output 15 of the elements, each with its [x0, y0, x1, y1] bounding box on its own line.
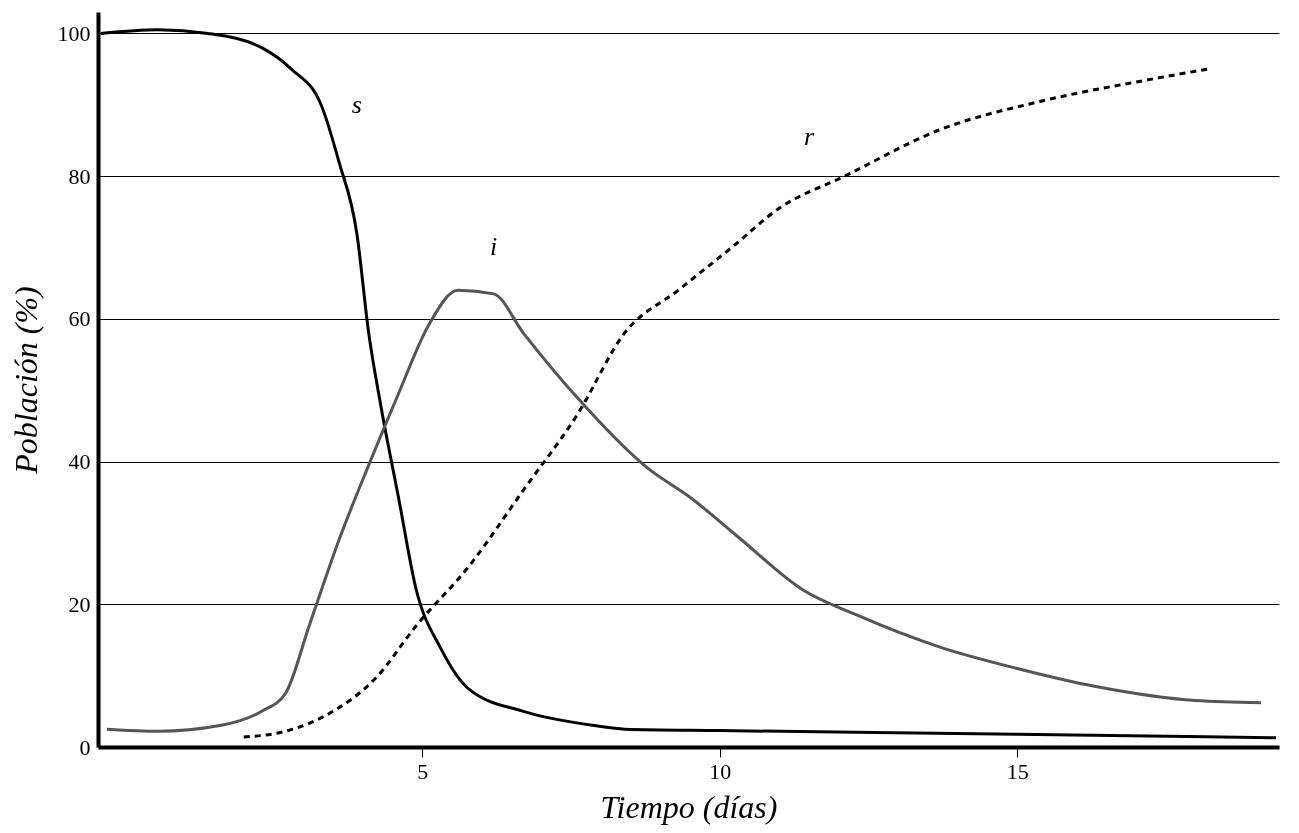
series-label: i — [490, 232, 498, 262]
y-tick-label: 20 — [68, 591, 91, 617]
line-series — [105, 288, 1263, 733]
series-label: r — [803, 121, 815, 151]
series-label: s — [351, 89, 362, 119]
y-tick-label: 0 — [79, 734, 91, 760]
x-tick-label: 5 — [417, 758, 429, 784]
y-tick-label: 40 — [68, 449, 91, 475]
y-tick-label: 100 — [57, 20, 91, 46]
y-tick-label: 60 — [68, 306, 91, 332]
x-tick-label: 10 — [709, 758, 732, 784]
x-tick-label: 15 — [1006, 758, 1029, 784]
y-axis-title: Población (%) — [7, 286, 44, 475]
y-tick-label: 80 — [68, 163, 91, 189]
x-axis-title: Tiempo (días) — [600, 788, 778, 825]
